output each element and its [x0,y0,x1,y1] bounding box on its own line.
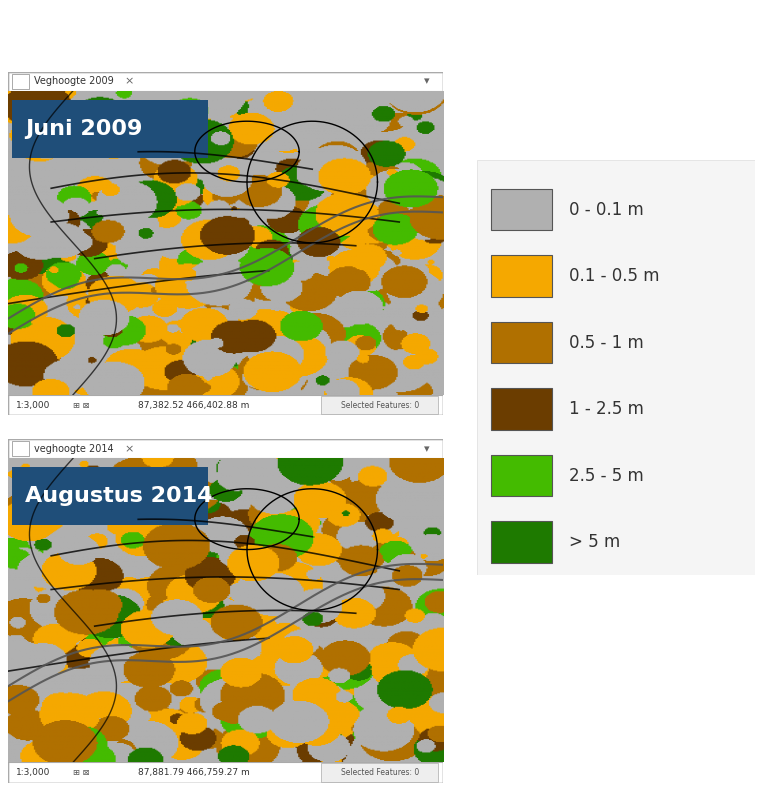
Bar [491,521,552,562]
Text: Selected Features: 0: Selected Features: 0 [340,400,419,410]
Bar [321,396,438,415]
Bar [491,388,552,430]
Text: ×: × [124,77,134,86]
Text: Vegetatiehoogte: Vegetatiehoogte [32,34,319,63]
Bar [12,74,29,89]
FancyBboxPatch shape [12,467,208,525]
Text: Augustus 2014: Augustus 2014 [25,487,213,507]
Text: ⊞ ⊠: ⊞ ⊠ [73,400,89,410]
Bar [491,322,552,364]
Bar [491,189,552,230]
Text: 0.5 - 1 m: 0.5 - 1 m [569,334,644,352]
Text: veghoogte 2014: veghoogte 2014 [34,444,113,454]
Text: ⊞ ⊠: ⊞ ⊠ [73,768,89,777]
Bar [12,441,29,456]
Text: 0 - 0.1 m: 0 - 0.1 m [569,201,644,219]
Text: > 5 m: > 5 m [569,533,620,551]
Text: 1:3,000: 1:3,000 [16,400,51,410]
Text: Juni 2009: Juni 2009 [25,119,142,139]
Text: 87,881.79 466,759.27 m: 87,881.79 466,759.27 m [138,768,250,777]
Text: 1:3,000: 1:3,000 [16,768,51,777]
Bar [321,763,438,782]
FancyBboxPatch shape [12,100,208,157]
Text: ×: × [124,444,134,454]
Text: 1 - 2.5 m: 1 - 2.5 m [569,400,644,418]
Text: 0.1 - 0.5 m: 0.1 - 0.5 m [569,267,659,285]
Text: 87,382.52 466,402.88 m: 87,382.52 466,402.88 m [138,400,249,410]
Text: ▾: ▾ [424,444,430,454]
Bar [491,256,552,297]
Bar [491,455,552,496]
Text: ▾: ▾ [424,77,430,86]
Text: Selected Features: 0: Selected Features: 0 [340,768,419,777]
Text: Veghoogte 2009: Veghoogte 2009 [34,77,113,86]
Text: 2.5 - 5 m: 2.5 - 5 m [569,467,644,484]
